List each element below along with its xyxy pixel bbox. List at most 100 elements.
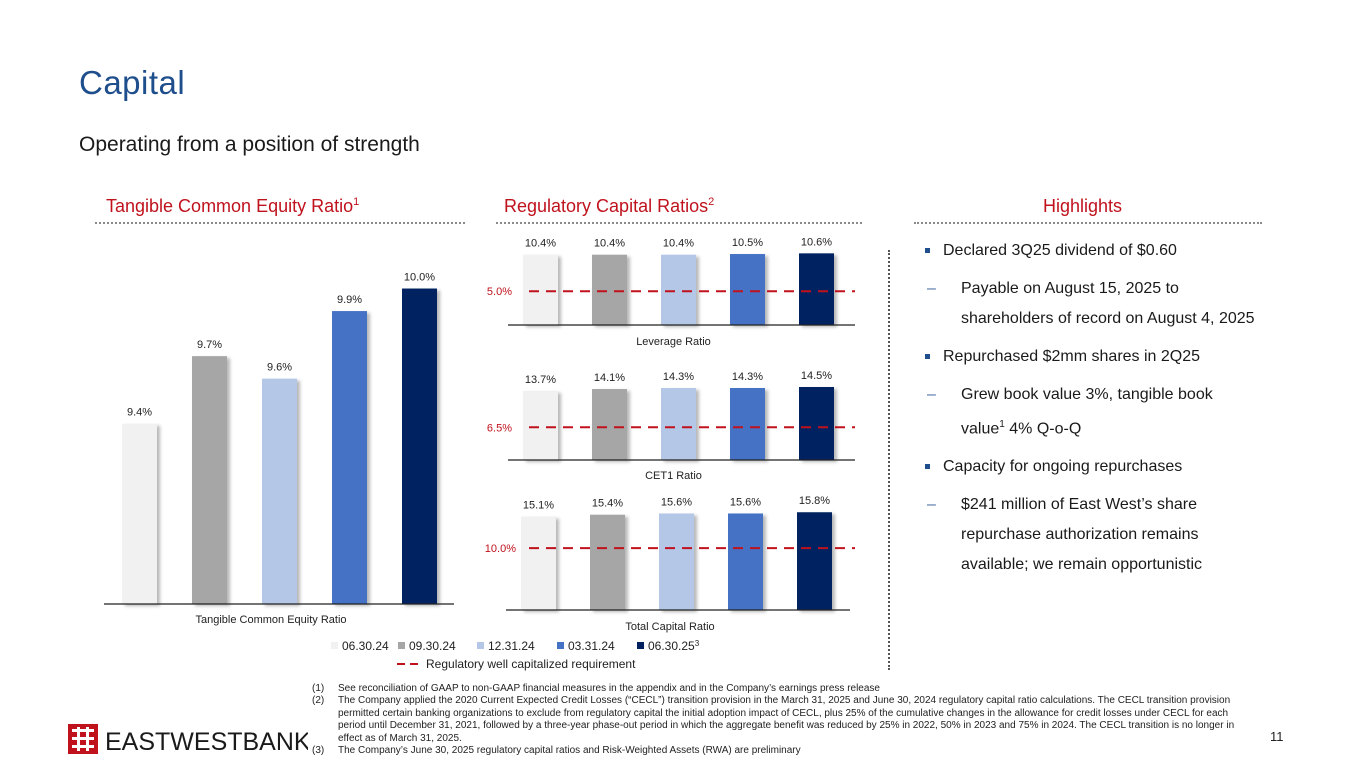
footnote-text: The Company’s June 30, 2025 regulatory c…	[338, 745, 801, 757]
cet1-data-label: 14.1%	[594, 372, 625, 384]
leverage-data-label: 10.4%	[525, 238, 556, 250]
highlight-bullet-repurchase: Repurchased $2mm shares in 2Q25	[925, 344, 1255, 370]
leverage-bar-06.30.25	[799, 253, 834, 325]
page-title: Capital	[79, 64, 186, 101]
cet1-data-label: 14.5%	[801, 370, 832, 382]
vertical-divider	[888, 250, 890, 670]
legend-label-06.30.25: 06.30.253	[648, 639, 700, 654]
legend-label-06.30.24: 06.30.24	[342, 639, 389, 653]
tce-bar-06.30.25	[402, 288, 437, 604]
footnote-marker: 1	[999, 419, 1005, 430]
total-capital-bar-03.31.24	[728, 513, 763, 610]
dash-bullet-icon: –	[927, 386, 936, 403]
logo-wordmark: EASTWESTBANK	[105, 728, 308, 756]
tce-section-heading: Tangible Common Equity Ratio1	[106, 196, 359, 217]
leverage-requirement-label: 5.0%	[487, 286, 512, 298]
capital-charts: 9.4% 9.7% 9.6% 9.9% 10.0% Tangible Common Equ…	[104, 236, 855, 671]
legend-requirement-label: Regulatory well capitalized requirement	[426, 657, 636, 671]
tce-bar-12.31.24	[262, 378, 297, 604]
leverage-ratio-chart: 10.4% 10.4% 10.4% 10.5% 10.6% Leverage Ratio 5…	[487, 236, 855, 348]
cet1-requirement-label: 6.5%	[487, 422, 512, 434]
total-capital-bar-12.31.24	[659, 513, 694, 610]
highlight-sub-text-end: 4% Q-o-Q	[1004, 420, 1082, 438]
tce-data-label: 9.6%	[267, 362, 292, 374]
cet1-bar-06.30.25	[799, 387, 834, 460]
highlights-divider	[914, 222, 1262, 224]
cet1-ratio-chart: 13.7% 14.1% 14.3% 14.3% 14.5% CET1 Ratio 6.5%	[487, 370, 855, 482]
legend-swatch-06.30.24	[331, 642, 338, 649]
reg-divider	[496, 222, 862, 224]
tce-footnote-marker: 1	[353, 196, 360, 208]
tce-divider	[95, 222, 465, 224]
cet1-bar-03.31.24	[730, 388, 765, 460]
cet1-bar-06.30.24	[523, 391, 558, 460]
leverage-bar-12.31.24	[661, 254, 696, 325]
tce-bar-03.31.24	[332, 311, 367, 604]
leverage-bar-06.30.24	[523, 254, 558, 325]
total-capital-data-label: 15.4%	[592, 498, 623, 510]
legend-swatch-06.30.25	[637, 642, 644, 649]
square-bullet-icon	[925, 464, 930, 470]
leverage-data-label: 10.5%	[732, 237, 763, 249]
cet1-data-label: 13.7%	[525, 374, 556, 386]
footnote-2: (2) The Company applied the 2020 Current …	[312, 695, 1242, 745]
footnote-number: (3)	[312, 745, 325, 757]
page-number: 11	[1270, 729, 1284, 744]
highlight-text: Capacity for ongoing repurchases	[943, 458, 1183, 476]
highlight-text: Declared 3Q25 dividend of $0.60	[943, 242, 1177, 259]
highlights-list: Declared 3Q25 dividend of $0.60 – Payable…	[925, 238, 1255, 590]
highlight-sub-text: Grew book value 3%, tangible book value	[961, 386, 1213, 438]
highlight-sub-book-value: – Grew book value 3%, tangible book value…	[925, 380, 1255, 444]
reg-section-heading: Regulatory Capital Ratios2	[504, 196, 714, 217]
total-capital-bar-06.30.25	[797, 512, 832, 610]
total-capital-bar-06.30.24	[521, 516, 556, 610]
tce-bar-06.30.24	[122, 423, 157, 604]
legend-label-03.31.24: 03.31.24	[568, 639, 615, 653]
tce-data-label: 9.7%	[197, 339, 222, 351]
highlight-sub-text: Payable on August 15, 2025 to shareholde…	[961, 280, 1255, 327]
square-bullet-icon	[925, 354, 930, 359]
cet1-axis-label: CET1 Ratio	[645, 470, 702, 482]
chart-legend: 06.30.24 09.30.24 12.31.24 03.31.24 06.30.25…	[331, 639, 700, 671]
total-capital-axis-label: Total Capital Ratio	[625, 621, 714, 633]
legend-label-12.31.24: 12.31.24	[488, 639, 535, 653]
total-capital-data-label: 15.8%	[799, 495, 830, 507]
tce-data-label: 9.4%	[127, 407, 152, 419]
highlight-bullet-capacity: Capacity for ongoing repurchases	[925, 454, 1255, 480]
total-capital-data-label: 15.1%	[523, 500, 554, 512]
dash-bullet-icon: –	[927, 280, 936, 297]
highlight-bullet-dividend: Declared 3Q25 dividend of $0.60	[925, 238, 1255, 264]
legend-label-09.30.24: 09.30.24	[409, 639, 456, 653]
tce-data-label: 9.9%	[337, 294, 362, 306]
cet1-data-label: 14.3%	[663, 371, 694, 383]
tce-section-title: Tangible Common Equity Ratio	[106, 196, 354, 216]
highlight-sub-authorization: – $241 million of East West’s share repur…	[925, 490, 1255, 580]
legend-footnote-marker: 3	[695, 639, 700, 648]
reg-footnote-marker: 2	[708, 196, 715, 208]
total-capital-data-label: 15.6%	[730, 496, 761, 508]
tce-ratio-chart: 9.4% 9.7% 9.6% 9.9% 10.0% Tangible Common Equ…	[104, 272, 454, 626]
total-capital-requirement-label: 10.0%	[485, 543, 516, 555]
tce-bar-09.30.24	[192, 356, 227, 604]
leverage-data-label: 10.6%	[801, 236, 832, 248]
leverage-data-label: 10.4%	[594, 238, 625, 250]
total-capital-data-label: 15.6%	[661, 496, 692, 508]
square-bullet-icon	[925, 248, 930, 253]
cet1-data-label: 14.3%	[732, 371, 763, 383]
highlights-section-title: Highlights	[1043, 196, 1123, 216]
dash-bullet-icon: –	[927, 496, 936, 514]
total-capital-ratio-chart: 15.1% 15.4% 15.6% 15.6% 15.8% Total Capital R…	[485, 495, 855, 633]
cet1-bar-12.31.24	[661, 388, 696, 460]
footnote-1: (1) See reconciliation of GAAP to non-GAA…	[312, 683, 1242, 695]
legend-swatch-12.31.24	[477, 642, 484, 649]
highlight-text: Repurchased $2mm shares in 2Q25	[943, 348, 1201, 365]
cet1-bar-09.30.24	[592, 389, 627, 460]
leverage-bar-03.31.24	[730, 254, 765, 325]
east-west-bank-logo: EASTWESTBANK	[68, 724, 308, 756]
leverage-data-label: 10.4%	[663, 238, 694, 250]
tce-data-label: 10.0%	[404, 272, 435, 284]
east-west-bank-logo-icon	[68, 724, 98, 754]
highlight-sub-dividend: – Payable on August 15, 2025 to sharehold…	[925, 274, 1255, 334]
leverage-bar-09.30.24	[592, 254, 627, 325]
footnote-number: (1)	[312, 683, 325, 694]
